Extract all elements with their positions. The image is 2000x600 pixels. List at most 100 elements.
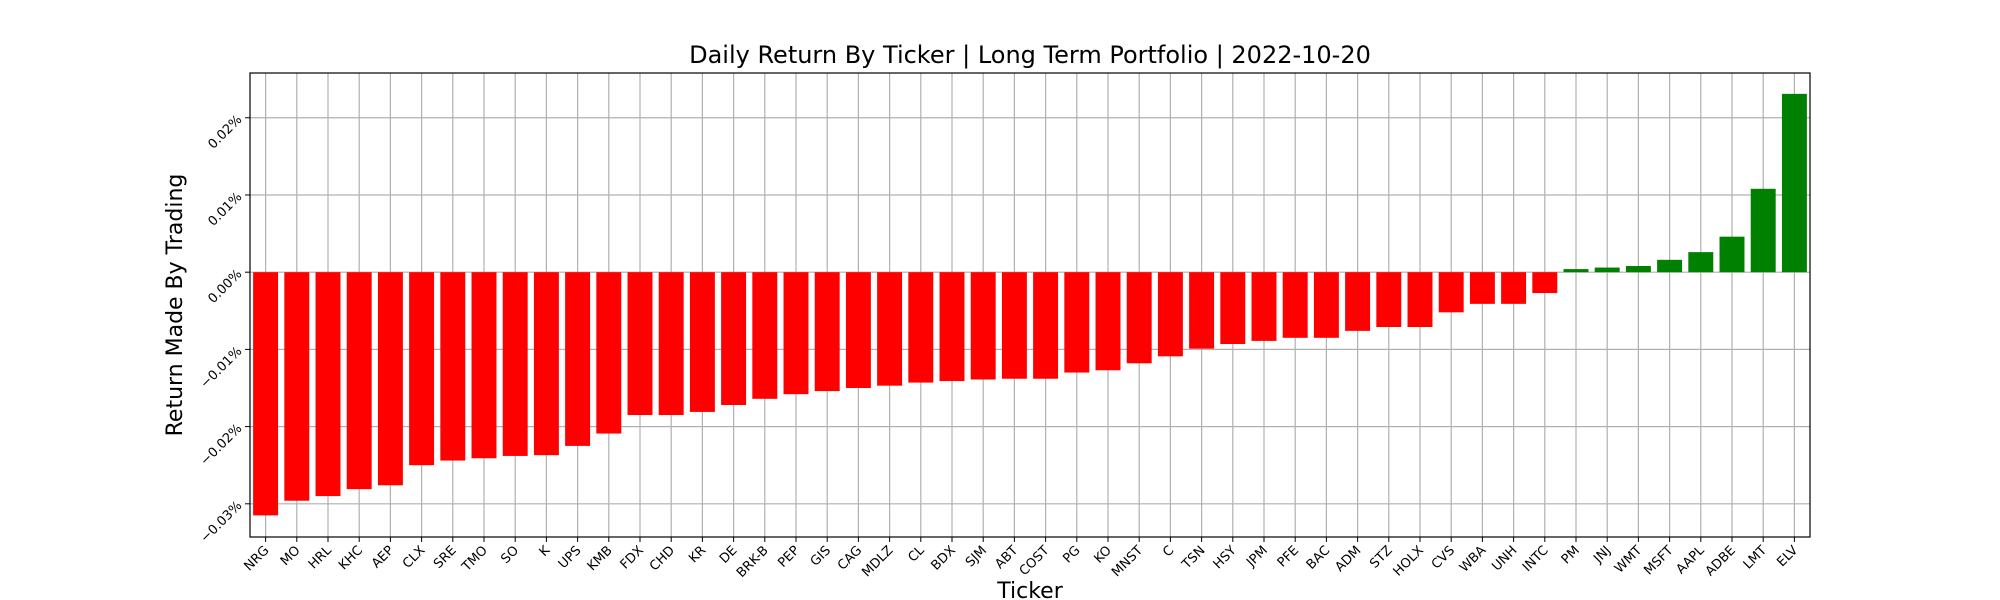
- bar-pg: [1064, 272, 1090, 373]
- x-tick-label: UNH: [1489, 543, 1520, 574]
- x-tick-label: SO: [498, 543, 522, 567]
- bar-hrl: [315, 272, 341, 497]
- bar-ups: [565, 272, 591, 446]
- x-tick-label: MNST: [1109, 543, 1146, 580]
- bar-sre: [440, 272, 466, 461]
- x-tick-label: KHC: [336, 543, 366, 573]
- bar-abt: [1001, 272, 1027, 379]
- x-tick-label: COST: [1017, 543, 1053, 579]
- bar-jnj: [1594, 267, 1620, 273]
- x-tick-label: AAPL: [1674, 543, 1709, 578]
- bar-chd: [658, 272, 684, 416]
- x-tick-label: KR: [686, 543, 709, 566]
- x-tick-label: BRK-B: [734, 543, 772, 581]
- x-tick-label: ADM: [1333, 543, 1365, 575]
- bar-cvs: [1438, 272, 1464, 313]
- x-tick-label: CL: [905, 543, 928, 566]
- x-tick-label: SRE: [431, 543, 460, 572]
- bar-mdlz: [877, 272, 903, 386]
- x-tick-label: KMB: [585, 543, 616, 574]
- bar-aep: [377, 272, 403, 486]
- x-tick-label: CVS: [1429, 543, 1458, 572]
- x-tick-layer: NRG MO HRL KHC AEP CLX SRE TMO SO K UPS KMB FDX CHD KR…: [241, 537, 1801, 581]
- x-tick-label: SJM: [963, 543, 990, 570]
- chart-title: Daily Return By Ticker | Long Term Portf…: [689, 41, 1371, 69]
- bar-kmb: [596, 272, 622, 434]
- y-tick-label: 0.01%: [205, 190, 245, 230]
- x-tick-label: TMO: [459, 543, 491, 575]
- bar-so: [502, 272, 528, 456]
- bar-lmt: [1750, 188, 1776, 273]
- x-tick-label: MO: [278, 543, 304, 569]
- bar-gis: [814, 272, 840, 392]
- x-tick-label: DE: [717, 543, 741, 567]
- x-tick-label: BAC: [1304, 543, 1333, 572]
- bar-cag: [845, 272, 871, 388]
- bar-bac: [1313, 272, 1339, 338]
- bar-k: [533, 272, 559, 456]
- x-tick-label: ELV: [1774, 543, 1801, 570]
- bar-adbe: [1719, 236, 1745, 273]
- bar-sjm: [970, 272, 996, 380]
- y-tick-label: −0.02%: [198, 421, 246, 469]
- bar-elv: [1781, 93, 1807, 273]
- bar-adm: [1345, 272, 1371, 331]
- bar-tsn: [1189, 272, 1215, 349]
- x-tick-label: WBA: [1457, 543, 1489, 575]
- x-tick-label: MSFT: [1641, 543, 1676, 578]
- x-tick-label: UPS: [556, 543, 585, 572]
- bar-aapl: [1688, 252, 1714, 273]
- bar-khc: [346, 272, 372, 490]
- bar-fdx: [627, 272, 653, 416]
- x-tick-label: ADBE: [1703, 543, 1739, 579]
- x-tick-label: GIS: [808, 543, 834, 569]
- bar-mnst: [1126, 272, 1152, 364]
- bar-clx: [409, 272, 435, 466]
- y-axis-label: Return Made By Trading: [163, 174, 188, 437]
- y-tick-label: 0.00%: [205, 267, 245, 307]
- x-tick-label: PFE: [1275, 543, 1302, 570]
- x-tick-label: CLX: [400, 543, 429, 572]
- bar-brk-b: [752, 272, 778, 399]
- bar-holx: [1407, 272, 1433, 328]
- x-tick-label: HOLX: [1391, 543, 1427, 579]
- bar-ko: [1095, 272, 1121, 371]
- x-tick-label: HRL: [306, 543, 336, 573]
- bar-c: [1157, 272, 1183, 357]
- bar-cost: [1033, 272, 1059, 379]
- x-tick-label: JPM: [1243, 543, 1270, 570]
- bar-nrg: [253, 272, 279, 516]
- y-tick-layer: −0.03% −0.02% −0.01% 0.00% 0.01% 0.02%: [198, 112, 250, 546]
- bar-stz: [1376, 272, 1402, 328]
- bar-pep: [783, 272, 809, 395]
- x-tick-label: PG: [1060, 543, 1083, 566]
- x-tick-label: INTC: [1520, 543, 1552, 575]
- bar-pfe: [1282, 272, 1308, 338]
- x-tick-label: FDX: [618, 543, 647, 572]
- bar-intc: [1532, 272, 1558, 294]
- bar-hsy: [1220, 272, 1246, 344]
- bar-kr: [689, 272, 715, 412]
- y-tick-label: −0.01%: [198, 344, 246, 392]
- x-tick-label: PM: [1559, 543, 1583, 567]
- bar-bdx: [939, 272, 965, 382]
- x-axis-label: Ticker: [996, 579, 1063, 600]
- x-tick-label: CHD: [647, 543, 678, 574]
- x-tick-label: NRG: [241, 543, 272, 574]
- bar-wba: [1469, 272, 1495, 304]
- x-tick-label: KO: [1091, 543, 1114, 566]
- x-tick-label: BDX: [929, 543, 959, 573]
- plot-frame: [249, 72, 1811, 538]
- bar-layer: [253, 93, 1807, 516]
- bar-mo: [284, 272, 310, 501]
- bar-unh: [1501, 272, 1527, 304]
- bar-pm: [1563, 269, 1589, 273]
- y-tick-label: −0.03%: [198, 498, 246, 546]
- x-tick-label: JNJ: [1590, 543, 1614, 567]
- x-tick-label: PEP: [775, 543, 803, 571]
- x-tick-label: C: [1160, 543, 1177, 560]
- bar-jpm: [1251, 272, 1277, 341]
- y-tick-label: 0.02%: [205, 112, 245, 152]
